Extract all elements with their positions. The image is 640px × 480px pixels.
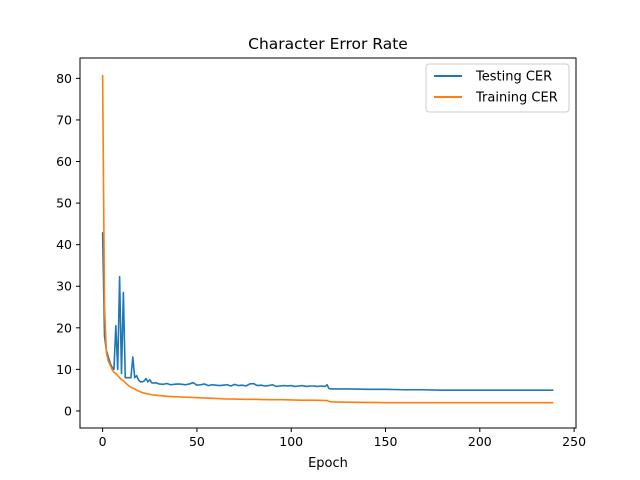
x-tick-label: 50	[189, 434, 205, 449]
x-tick-label: 150	[374, 434, 398, 449]
x-tick-label: 0	[99, 434, 107, 449]
x-tick-label: 250	[562, 434, 586, 449]
legend: Testing CER Training CER	[425, 63, 570, 113]
y-tick-label: 30	[56, 279, 72, 294]
x-axis-label: Epoch	[308, 456, 348, 471]
x-tick-label: 100	[279, 434, 303, 449]
series-line-testing-cer	[101, 232, 554, 391]
legend-label-training: Training CER	[475, 91, 558, 106]
y-tick-label: 40	[56, 237, 72, 252]
axes-frame	[79, 57, 577, 429]
y-tick-label: 20	[56, 320, 72, 335]
y-axis: 0 10 20 30 40 50 60 70 80	[56, 71, 80, 418]
x-tick-label: 200	[468, 434, 492, 449]
y-tick-label: 60	[56, 154, 72, 169]
y-tick-label: 70	[56, 112, 72, 127]
y-tick-label: 50	[56, 196, 72, 211]
series-line-training-cer	[101, 75, 554, 404]
y-tick-label: 80	[56, 71, 72, 86]
legend-label-testing: Testing CER	[475, 70, 552, 85]
plot-area	[101, 75, 554, 404]
chart-title: Character Error Rate	[248, 35, 408, 53]
y-tick-label: 0	[64, 403, 72, 418]
x-axis: 0 50 100 150 200 250	[99, 428, 586, 449]
y-tick-label: 10	[56, 362, 72, 377]
